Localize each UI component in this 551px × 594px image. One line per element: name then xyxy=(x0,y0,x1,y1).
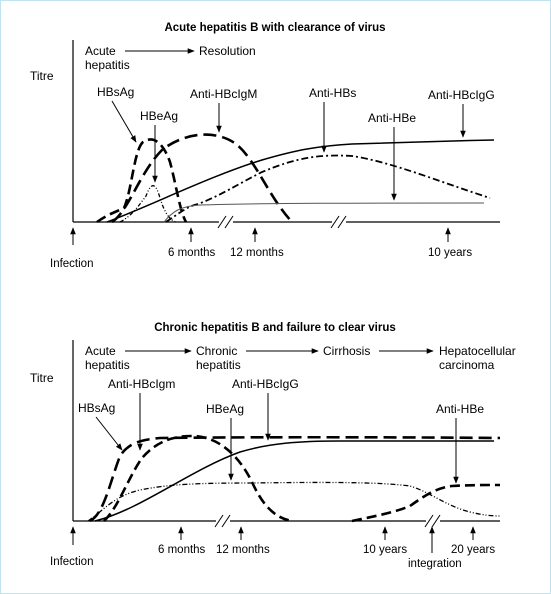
panel1-arrow-hbsag xyxy=(111,100,137,143)
panel2-curve-anti-hbcigm xyxy=(103,434,293,523)
panel1-ylabel: Titre xyxy=(30,69,54,83)
panel2-label-hbsag: HBsAg xyxy=(78,401,115,415)
panel2-label-anti-hbcigg: Anti-HBcIgG xyxy=(232,377,299,391)
panel2-tick-infection-label: Infection xyxy=(50,556,93,568)
panel1-curve-anti-hbe xyxy=(163,202,485,223)
panel1-label-anti-hbe: Anti-HBe xyxy=(368,111,416,125)
panel1-label-anti-hbcigm: Anti-HBcIgM xyxy=(190,87,257,101)
panel1-tick-infection-label: Infection xyxy=(50,258,93,270)
panel2-tick-20y-label: 20 years xyxy=(451,544,495,556)
panel2-phase-hcc: Hepatocellular xyxy=(439,344,516,358)
panel1-curve-anti-hbs xyxy=(165,154,491,223)
panel1-curve-anti-hbcigg xyxy=(106,139,495,223)
panel1-curve-anti-hbcigm xyxy=(111,133,293,224)
panel1-phase-hepatitis: hepatitis xyxy=(85,58,130,72)
panel1-title: Acute hepatitis B with clearance of viru… xyxy=(164,22,385,34)
panel2-ylabel: Titre xyxy=(30,371,54,385)
panel2-curve-hbeag xyxy=(87,481,501,522)
panel2-curve-anti-hbcigg xyxy=(94,440,494,522)
panel2-arrow-hbsag xyxy=(95,416,123,451)
panel1-tick-12m-label: 12 months xyxy=(230,247,284,259)
panel2-tick-integration-label: integration xyxy=(408,558,462,570)
panel2-phase-cirrhosis: Cirrhosis xyxy=(323,344,370,358)
panel2-tick-10y-label: 10 years xyxy=(363,544,407,556)
panel2-label-hbeag: HBeAg xyxy=(206,402,244,416)
panel1-tick-10y-label: 10 years xyxy=(428,247,472,259)
panel2-label-anti-hbe: Anti-HBe xyxy=(436,402,484,416)
panel1-label-hbeag: HBeAg xyxy=(140,109,178,123)
panel2-phase-acute-hepatitis: hepatitis xyxy=(85,358,130,372)
panel1-curve-hbsag xyxy=(96,138,188,224)
panel1-tick-6m-label: 6 months xyxy=(168,247,216,259)
panel2-curve-hbsag xyxy=(89,435,501,523)
panel2-phase-chronic-hepatitis: hepatitis xyxy=(196,358,241,372)
panel2-axis-break-1 xyxy=(214,513,231,529)
panel1-phase-acute: Acute xyxy=(85,44,116,58)
panel2-title: Chronic hepatitis B and failure to clear… xyxy=(154,322,396,334)
panel1-phase-resolution: Resolution xyxy=(199,44,256,58)
panel2-phase-acute: Acute xyxy=(85,344,116,358)
panel2-curve-anti-hbe xyxy=(351,483,501,523)
panel2-label-anti-hbcigm: Anti-HBcIgm xyxy=(108,377,175,391)
panel2-tick-6m-label: 6 months xyxy=(158,544,206,556)
panel2-tick-12m-label: 12 months xyxy=(216,544,270,556)
panel1-axis-break-1 xyxy=(217,214,234,230)
panel2-axis-break-2 xyxy=(424,513,441,529)
panel2-phase-carcinoma: carcinoma xyxy=(439,358,495,372)
panel1-label-anti-hbs: Anti-HBs xyxy=(309,86,356,100)
panel2-phase-chronic: Chronic xyxy=(196,344,237,358)
panel1-curve-hbeag xyxy=(119,185,177,223)
panel1-label-anti-hbcigg: Anti-HBcIgG xyxy=(428,88,495,102)
panel1-label-hbsag: HBsAg xyxy=(97,85,134,99)
panel1-axis-break-2 xyxy=(330,214,347,230)
